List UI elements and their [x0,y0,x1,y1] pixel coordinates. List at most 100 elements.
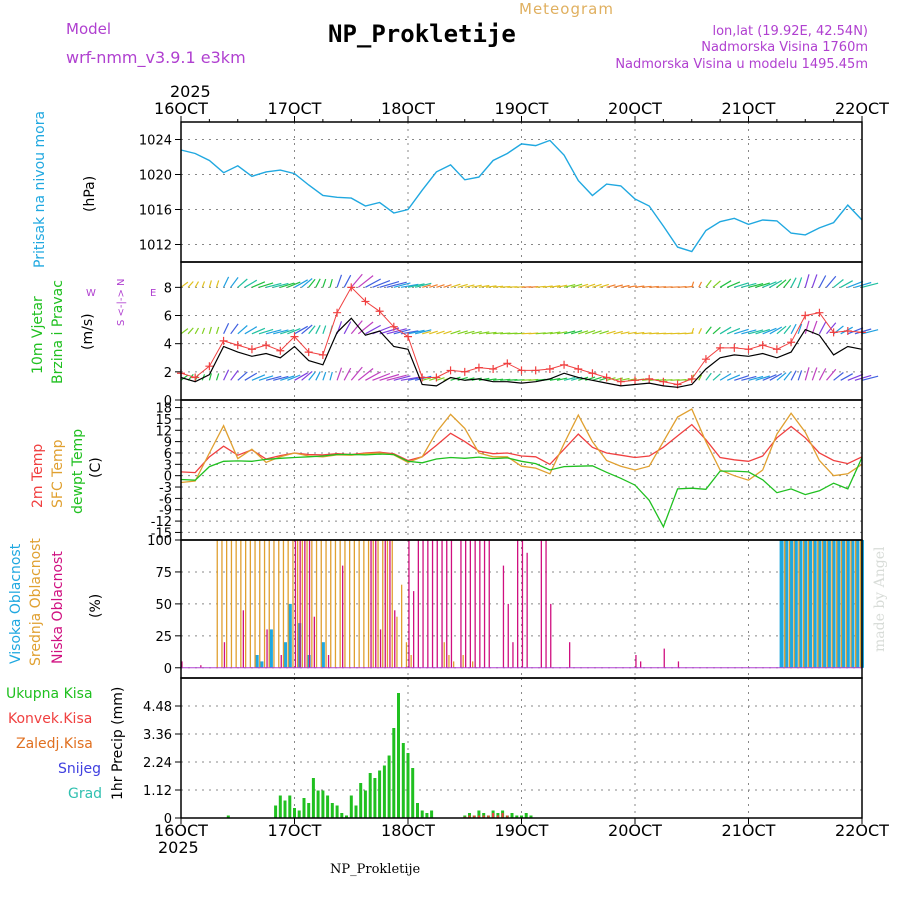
time-label-top: 21OCT [722,99,776,118]
wind-barb [379,327,400,335]
precip-total-bar [326,795,330,818]
wind-barb [230,370,239,381]
wind-barb [592,330,602,335]
precip-total-bar [382,765,386,818]
wind-barb [712,280,721,288]
temp-ytick-label: 15 [155,413,172,428]
wind-barb [578,330,589,335]
time-label-bottom: 19OCT [495,821,549,840]
wind-gust-point [574,365,583,374]
cloud-low-bar [450,540,453,668]
wind-barb [797,323,803,334]
wind-barb [599,330,609,335]
wind-gust-point [602,373,611,382]
cloud-mid-bar [784,540,786,668]
temp-ytick-label: 0 [164,470,172,485]
precip-total-bar [401,743,405,818]
wind-barb [457,330,468,335]
wind-barb [365,371,381,381]
cloud-low-bar [200,665,202,668]
cloud-mid-bar [788,540,791,668]
wind-barb [776,372,787,381]
wind-barb [180,374,189,381]
cloud-mid-bar [320,540,322,668]
wind-barb [783,371,792,381]
time-label-top: 19OCT [495,99,549,118]
wind-gust-point [233,341,242,350]
cloud-mid-bar [817,540,819,668]
wind-barb [244,372,258,381]
cloud-mid-bar [334,540,337,668]
wind-barb [620,331,630,335]
precip-total-bar [425,813,429,818]
wind-barb [329,371,333,381]
wind-barb [542,285,553,288]
wind-barb [698,281,703,288]
cloud-high-bar [850,540,855,668]
wind-barb [783,278,792,288]
time-label-top: 22OCT [835,99,889,118]
temp-sfc-line [180,408,863,484]
cloud-low-bar [569,642,571,668]
wind-barb [237,325,248,335]
cloud-low-bar [446,540,448,668]
wind-barb [634,331,645,335]
cloud-mid-bar [462,655,464,668]
wind-barb [585,330,596,335]
wind-barb [726,327,741,335]
wind-barb [365,324,381,335]
wind-barb [301,324,313,335]
pressure-line [180,139,863,253]
wind-barb [301,278,313,288]
wind-barb [826,275,837,288]
cloud-low-bar [242,610,244,668]
cloud-high-bar [831,540,836,668]
wind-barb [429,330,438,335]
wind-barb [804,367,810,381]
precip-total-bar [463,815,467,818]
wind-barb [244,279,258,288]
wind-barb [400,376,419,381]
wind-barb [649,332,659,335]
wind-barb [258,375,274,381]
wind-barb [719,280,732,288]
wind-barb [280,329,295,335]
wind-gust-point [389,322,398,331]
cloud-low-bar [294,540,297,668]
wind-barb [790,370,797,381]
wind-barb [450,283,461,288]
wind-barb [741,375,757,381]
pressure-ytick-label: 1016 [139,204,172,219]
model-altitude-label: Nadmorska Visina u modelu 1495.45m [615,57,868,72]
wind-barb [393,328,411,335]
cloud-low-bar [465,540,467,668]
wind-barb [762,374,777,381]
wind-barb [322,278,327,288]
precip-total-bar [520,815,523,818]
wind-barb [755,282,770,288]
model-name: wrf-nmm_v3.9.1 e3km [66,48,246,67]
cloud-low-bar [413,591,415,668]
cloud-ytick-label: 50 [155,598,172,613]
cloud-mid-bar [230,540,233,668]
cloud-ytick-label: 0 [164,662,172,677]
pressure-ytick-label: 1024 [139,134,172,149]
wind-barb [343,367,352,381]
year-label-bottom: 2025 [158,838,199,857]
wind-barb [357,368,374,381]
cloud-mid-bar [297,540,299,668]
wind-barb [783,325,792,335]
cloud-high-bar [784,540,789,668]
precip-total-bar [321,790,325,818]
wind-gust-point [531,366,540,375]
wind-barb [804,274,810,288]
cloud-mid-bar [325,540,327,668]
wind-barb [180,281,189,288]
cloud-mid-bar [330,540,332,668]
wind-barb [811,320,818,335]
cloud-ytick-label: 100 [147,534,172,549]
wind-barb [748,375,764,381]
cloud-low-bar [375,540,377,668]
cloud-ytick-label: 25 [155,630,172,645]
